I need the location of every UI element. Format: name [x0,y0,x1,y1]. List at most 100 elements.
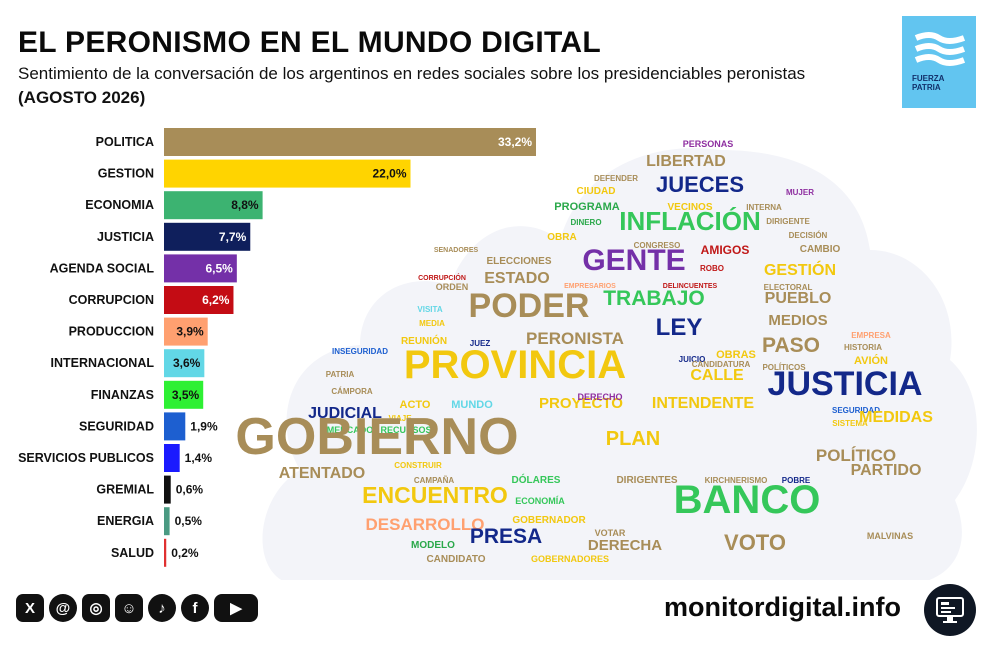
chart-subtitle: Sentimiento de la conversación de los ar… [18,64,806,83]
instagram-icon[interactable]: ◎ [82,594,110,622]
facebook-icon[interactable]: f [181,594,209,622]
cloud-word: EMPRESA [851,331,891,340]
cloud-word: EMPRESARIOS [564,283,616,290]
cloud-word: SEGURIDAD [832,406,880,415]
cloud-word: TRABAJO [603,287,705,310]
bar [164,507,170,536]
category-label: CORRUPCION [69,293,154,307]
cloud-word: POLÍTICOS [762,363,806,372]
category-label: PRODUCCION [69,325,154,339]
cloud-word: GESTIÓN [764,260,836,279]
cloud-word: ORDEN [436,282,469,292]
cloud-word: ELECTORAL [764,283,813,292]
category-label: ENERGIA [97,514,154,528]
cloud-word: PROGRAMA [554,201,619,213]
bar [164,159,411,188]
cloud-word: CONSTRUIR [394,461,442,470]
monitor-icon [924,584,976,636]
cloud-word: PROVINCIA [404,343,626,387]
cloud-word: CORRUPCIÓN [418,273,466,282]
cloud-word: PRESA [470,525,542,548]
cloud-word: ENCUENTRO [362,482,508,508]
category-label: ECONOMIA [85,198,154,212]
cloud-word: GOBERNADOR [512,515,586,526]
reddit-icon[interactable]: ☺ [115,594,143,622]
bar [164,349,205,378]
cloud-word: DERECHO [577,392,622,402]
category-label: GREMIAL [96,483,154,497]
bar [164,538,167,567]
cloud-word: ATENTADO [279,465,366,482]
data-label: 6,5% [205,261,233,275]
data-label: 3,9% [176,325,204,339]
cloud-word: DESARROLLO [366,515,485,534]
cloud-word: JUICIO [679,355,706,364]
cloud-word: PASO [762,334,820,357]
cloud-word: CAMPAÑA [414,476,455,485]
data-label: 1,4% [185,451,213,465]
cloud-word: VOTAR [595,528,626,538]
logo-text-line2: PATRIA [912,83,941,92]
cloud-word: GOBERNADORES [531,554,609,564]
cloud-word: CIUDAD [577,186,616,197]
data-label: 0,6% [176,483,204,497]
cloud-word: POBRE [782,476,811,485]
bar [164,317,208,346]
cloud-word: DELINCUENTES [663,283,718,290]
cloud-word: ECONOMÍA [515,496,565,506]
data-label: 0,5% [175,514,203,528]
cloud-word: PROYECTO [539,395,623,412]
bar [164,254,237,283]
cloud-word: CAMBIO [800,244,841,255]
tiktok-icon[interactable]: ♪ [148,594,176,622]
cloud-word: VOTO [724,530,786,555]
cloud-word: PERSONAS [683,139,734,149]
logo-text: FUERZA PATRIA [912,74,944,92]
bar-chart: POLITICA 33,2% GESTION 22,0% ECONOMIA 8,8% JUS… [18,128,536,567]
cloud-word: PERONISTA [526,329,624,348]
category-label: FINANZAS [91,388,154,402]
site-url[interactable]: monitordigital.info [664,592,901,622]
flag-stripes-icon [914,32,966,66]
cloud-word: KIRCHNERISMO [705,476,768,485]
x-icon[interactable]: X [16,594,44,622]
cloud-word: DIRIGENTE [766,217,810,226]
data-label: 8,8% [231,198,259,212]
chart-area: PERSONAS LIBERTAD DEFENDER JUECES CIUDAD MUJE… [18,128,977,580]
cloud-word: CONGRESO [634,241,681,250]
cloud-word: CANDIDATURA [692,360,751,369]
cloud-word: MERCADO [327,425,374,435]
data-label: 6,2% [202,293,230,307]
threads-icon[interactable]: @ [49,594,77,622]
bar [164,444,180,472]
chart-title: EL PERONISMO EN EL MUNDO DIGITAL [18,26,601,59]
cloud-word: DINERO [570,218,601,227]
cloud-word: LEY [656,314,703,341]
cloud-word: RECURSOS [380,425,431,435]
cloud-word: LIBERTAD [646,153,726,170]
cloud-word: PATRIA [326,370,355,379]
bar [164,286,234,314]
youtube-icon[interactable]: ▶ [214,594,258,622]
cloud-word: OBRA [547,232,576,243]
cloud-word: BANCO [674,478,821,522]
cloud-word: REUNIÓN [401,334,447,347]
data-label: 0,2% [171,546,199,560]
cloud-word: DERECHA [588,537,662,554]
bar [164,191,263,220]
cloud-word: INTENDENTE [652,395,755,412]
cloud-word: ACTO [400,399,431,411]
category-label: SERVICIOS PUBLICOS [18,451,154,465]
cloud-word: JUEZ [470,339,491,348]
cloud-word: CANDIDATO [426,554,485,565]
cloud-word: MEDIA [419,319,445,328]
cloud-word: INTERNA [746,203,782,212]
cloud-word: DIRIGENTES [616,475,677,486]
cloud-word: CALLE [690,367,744,384]
cloud-word: MALVINAS [867,531,913,541]
cloud-word: ROBO [700,264,724,273]
cloud-word: DECISIÓN [789,231,828,240]
category-label: GESTION [98,167,154,181]
cloud-word: JUECES [656,172,744,197]
cloud-word: DEFENDER [594,174,638,183]
